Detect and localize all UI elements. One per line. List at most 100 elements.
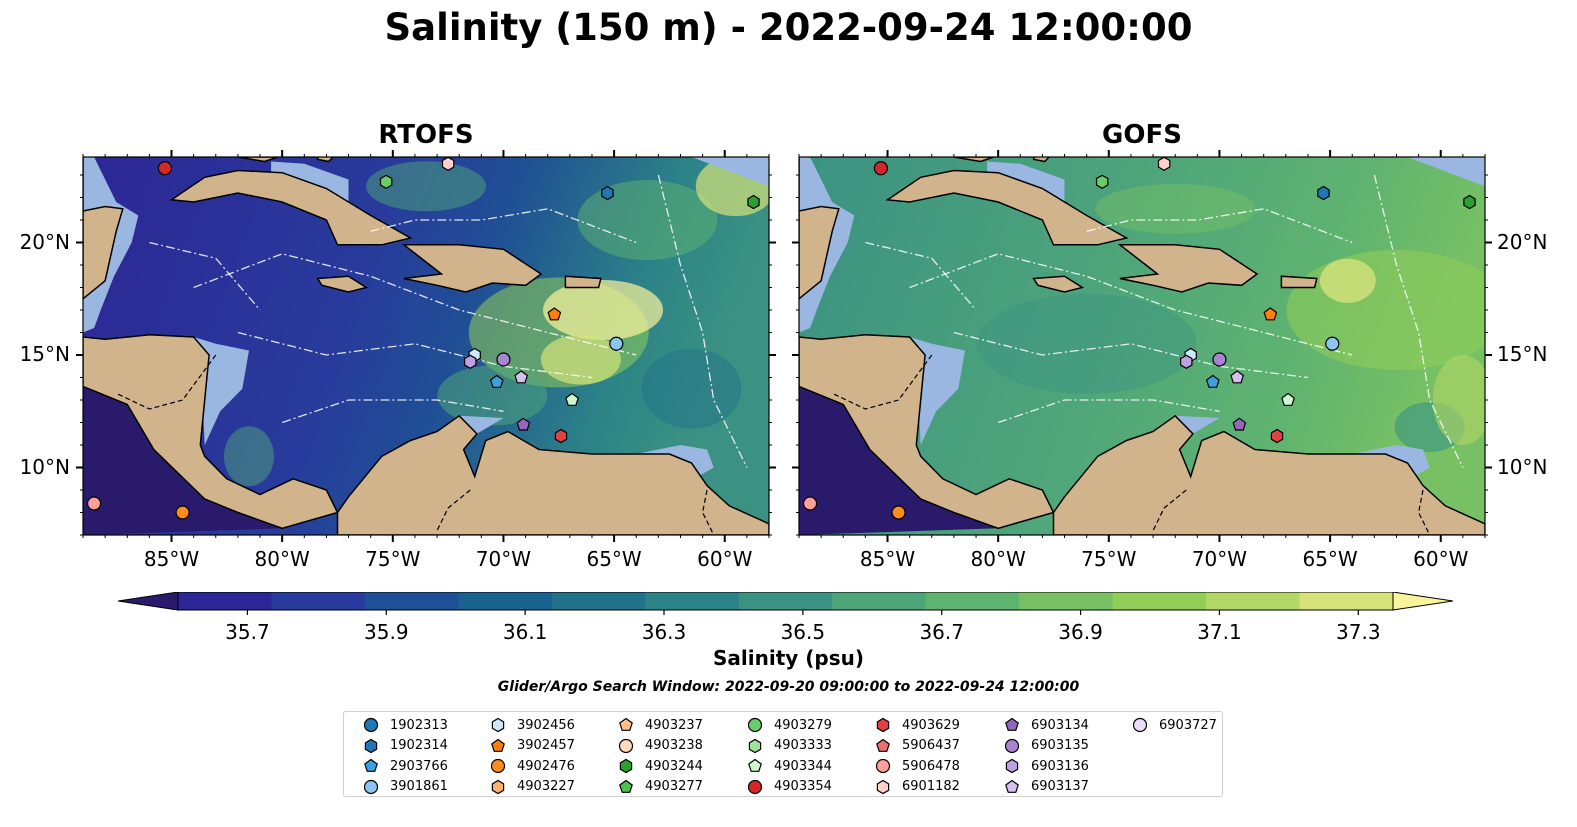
- colorbar-segment: [645, 592, 740, 610]
- legend-label: 4903238: [645, 738, 703, 753]
- legend-marker: [364, 738, 378, 753]
- colorbar-tick-label: 35.9: [364, 620, 409, 644]
- legend-marker: [619, 717, 633, 731]
- pentagon-marker-icon: [619, 717, 633, 731]
- land: [953, 157, 994, 163]
- rtofs-title: RTOFS: [378, 120, 474, 150]
- circle-marker-icon: [490, 758, 506, 774]
- legend-label: 4903277: [645, 779, 703, 794]
- gofs-map: [792, 150, 1492, 542]
- colorbar-segment: [551, 592, 646, 610]
- legend-label: 1902314: [390, 738, 448, 753]
- legend-item: 4903629: [874, 715, 960, 735]
- x-tick-label: 60°W: [1413, 547, 1469, 571]
- float-marker: [157, 161, 172, 176]
- land: [564, 275, 602, 289]
- land: [316, 275, 369, 293]
- legend-item: 1902314: [362, 736, 448, 756]
- pentagon-marker-icon: [1005, 717, 1019, 731]
- pentagon-marker-icon: [748, 758, 762, 772]
- legend-item: 4903244: [617, 756, 703, 776]
- legend-label: 2903766: [390, 758, 448, 774]
- float-marker: [1157, 157, 1171, 171]
- legend-marker: [490, 758, 506, 774]
- hexagon-marker-icon: [364, 738, 378, 753]
- legend-label: 4903344: [774, 758, 832, 774]
- float-marker: [802, 496, 818, 511]
- legend-marker: [491, 738, 505, 752]
- x-tick-label: 80°W: [970, 547, 1026, 571]
- float-marker: [1270, 428, 1284, 444]
- float-marker: [873, 161, 888, 176]
- legend-item: 6903135: [1003, 736, 1089, 756]
- circle-marker-icon: [363, 779, 379, 794]
- legend-item: 6903134: [1003, 715, 1089, 735]
- legend-label: 3902456: [517, 717, 575, 733]
- land: [336, 414, 769, 535]
- legend-label: 4903227: [517, 779, 575, 794]
- search-window-text: Glider/Argo Search Window: 2022-09-20 09…: [497, 679, 1080, 695]
- colorbar-label: Salinity (psu): [712, 646, 864, 670]
- colorbar-segment: [925, 592, 1020, 610]
- legend-label: 4903354: [774, 779, 832, 794]
- float-marker: [516, 417, 531, 431]
- colorbar-tick-label: 37.1: [1197, 620, 1242, 644]
- legend-marker: [876, 717, 890, 733]
- y-tick-label-left: 10°N: [19, 454, 70, 479]
- colorbar-segment: [1112, 592, 1207, 610]
- legend-label: 4902476: [517, 758, 575, 774]
- land: [885, 169, 1129, 246]
- hexagon-marker-icon: [876, 717, 890, 733]
- colorbar-tick-label: 35.7: [225, 620, 270, 644]
- legend-label: 6903137: [1031, 779, 1089, 794]
- float-marker: [379, 174, 393, 189]
- pentagon-marker-icon: [619, 779, 633, 793]
- gofs-title: GOFS: [1102, 120, 1182, 150]
- legend-item: 3902456: [489, 715, 575, 735]
- float-marker: [1325, 336, 1340, 351]
- legend-marker: [1132, 717, 1148, 733]
- land: [1052, 414, 1485, 535]
- float-marker: [609, 336, 624, 351]
- land: [83, 157, 124, 300]
- colorbar-segment: [271, 592, 366, 610]
- legend-label: 3901861: [390, 779, 448, 794]
- legend-item: 4903354: [746, 777, 832, 797]
- figure-title: Salinity (150 m) - 2022-09-24 12:00:00: [384, 6, 1193, 49]
- legend-item: 4903277: [617, 777, 703, 797]
- float-marker: [489, 374, 504, 388]
- hexagon-marker-icon: [491, 779, 505, 794]
- float-marker: [1263, 307, 1278, 321]
- float-marker: [464, 354, 477, 369]
- y-tick-label-left: 20°N: [19, 229, 70, 254]
- colorbar-segment: [1206, 592, 1301, 610]
- colorbar-segment: [458, 592, 553, 610]
- x-tick-label: 75°W: [365, 547, 421, 571]
- legend-item: 1902313: [362, 715, 448, 735]
- legend-item: 2903766: [362, 756, 448, 776]
- legend-label: 6903135: [1031, 738, 1089, 753]
- pentagon-marker-icon: [491, 738, 505, 752]
- legend-marker: [1005, 779, 1019, 793]
- legend-item: 4903279: [746, 715, 832, 735]
- legend-marker: [618, 738, 634, 753]
- legend-item: 6903727: [1131, 715, 1217, 735]
- pentagon-marker-icon: [1005, 779, 1019, 793]
- legend-marker: [748, 738, 762, 753]
- legend-marker: [1004, 738, 1020, 753]
- hexagon-marker-icon: [876, 779, 890, 794]
- colorbar-segment: [738, 592, 833, 610]
- legend-label: 1902313: [390, 717, 448, 733]
- legend-marker: [491, 717, 505, 733]
- legend-marker: [748, 758, 762, 772]
- colorbar-tick-label: 36.1: [502, 620, 548, 644]
- float-marker: [1179, 354, 1193, 369]
- circle-marker-icon: [747, 779, 763, 794]
- float-marker: [86, 496, 102, 511]
- land: [83, 334, 339, 530]
- land: [1032, 275, 1085, 293]
- colorbar-segment: [178, 592, 272, 610]
- colorbar-tick-label: 36.9: [1058, 620, 1103, 644]
- legend: 1902313 1902314 2903766 3901861 3902456 39024…: [343, 711, 1223, 797]
- hexagon-marker-icon: [1005, 758, 1019, 774]
